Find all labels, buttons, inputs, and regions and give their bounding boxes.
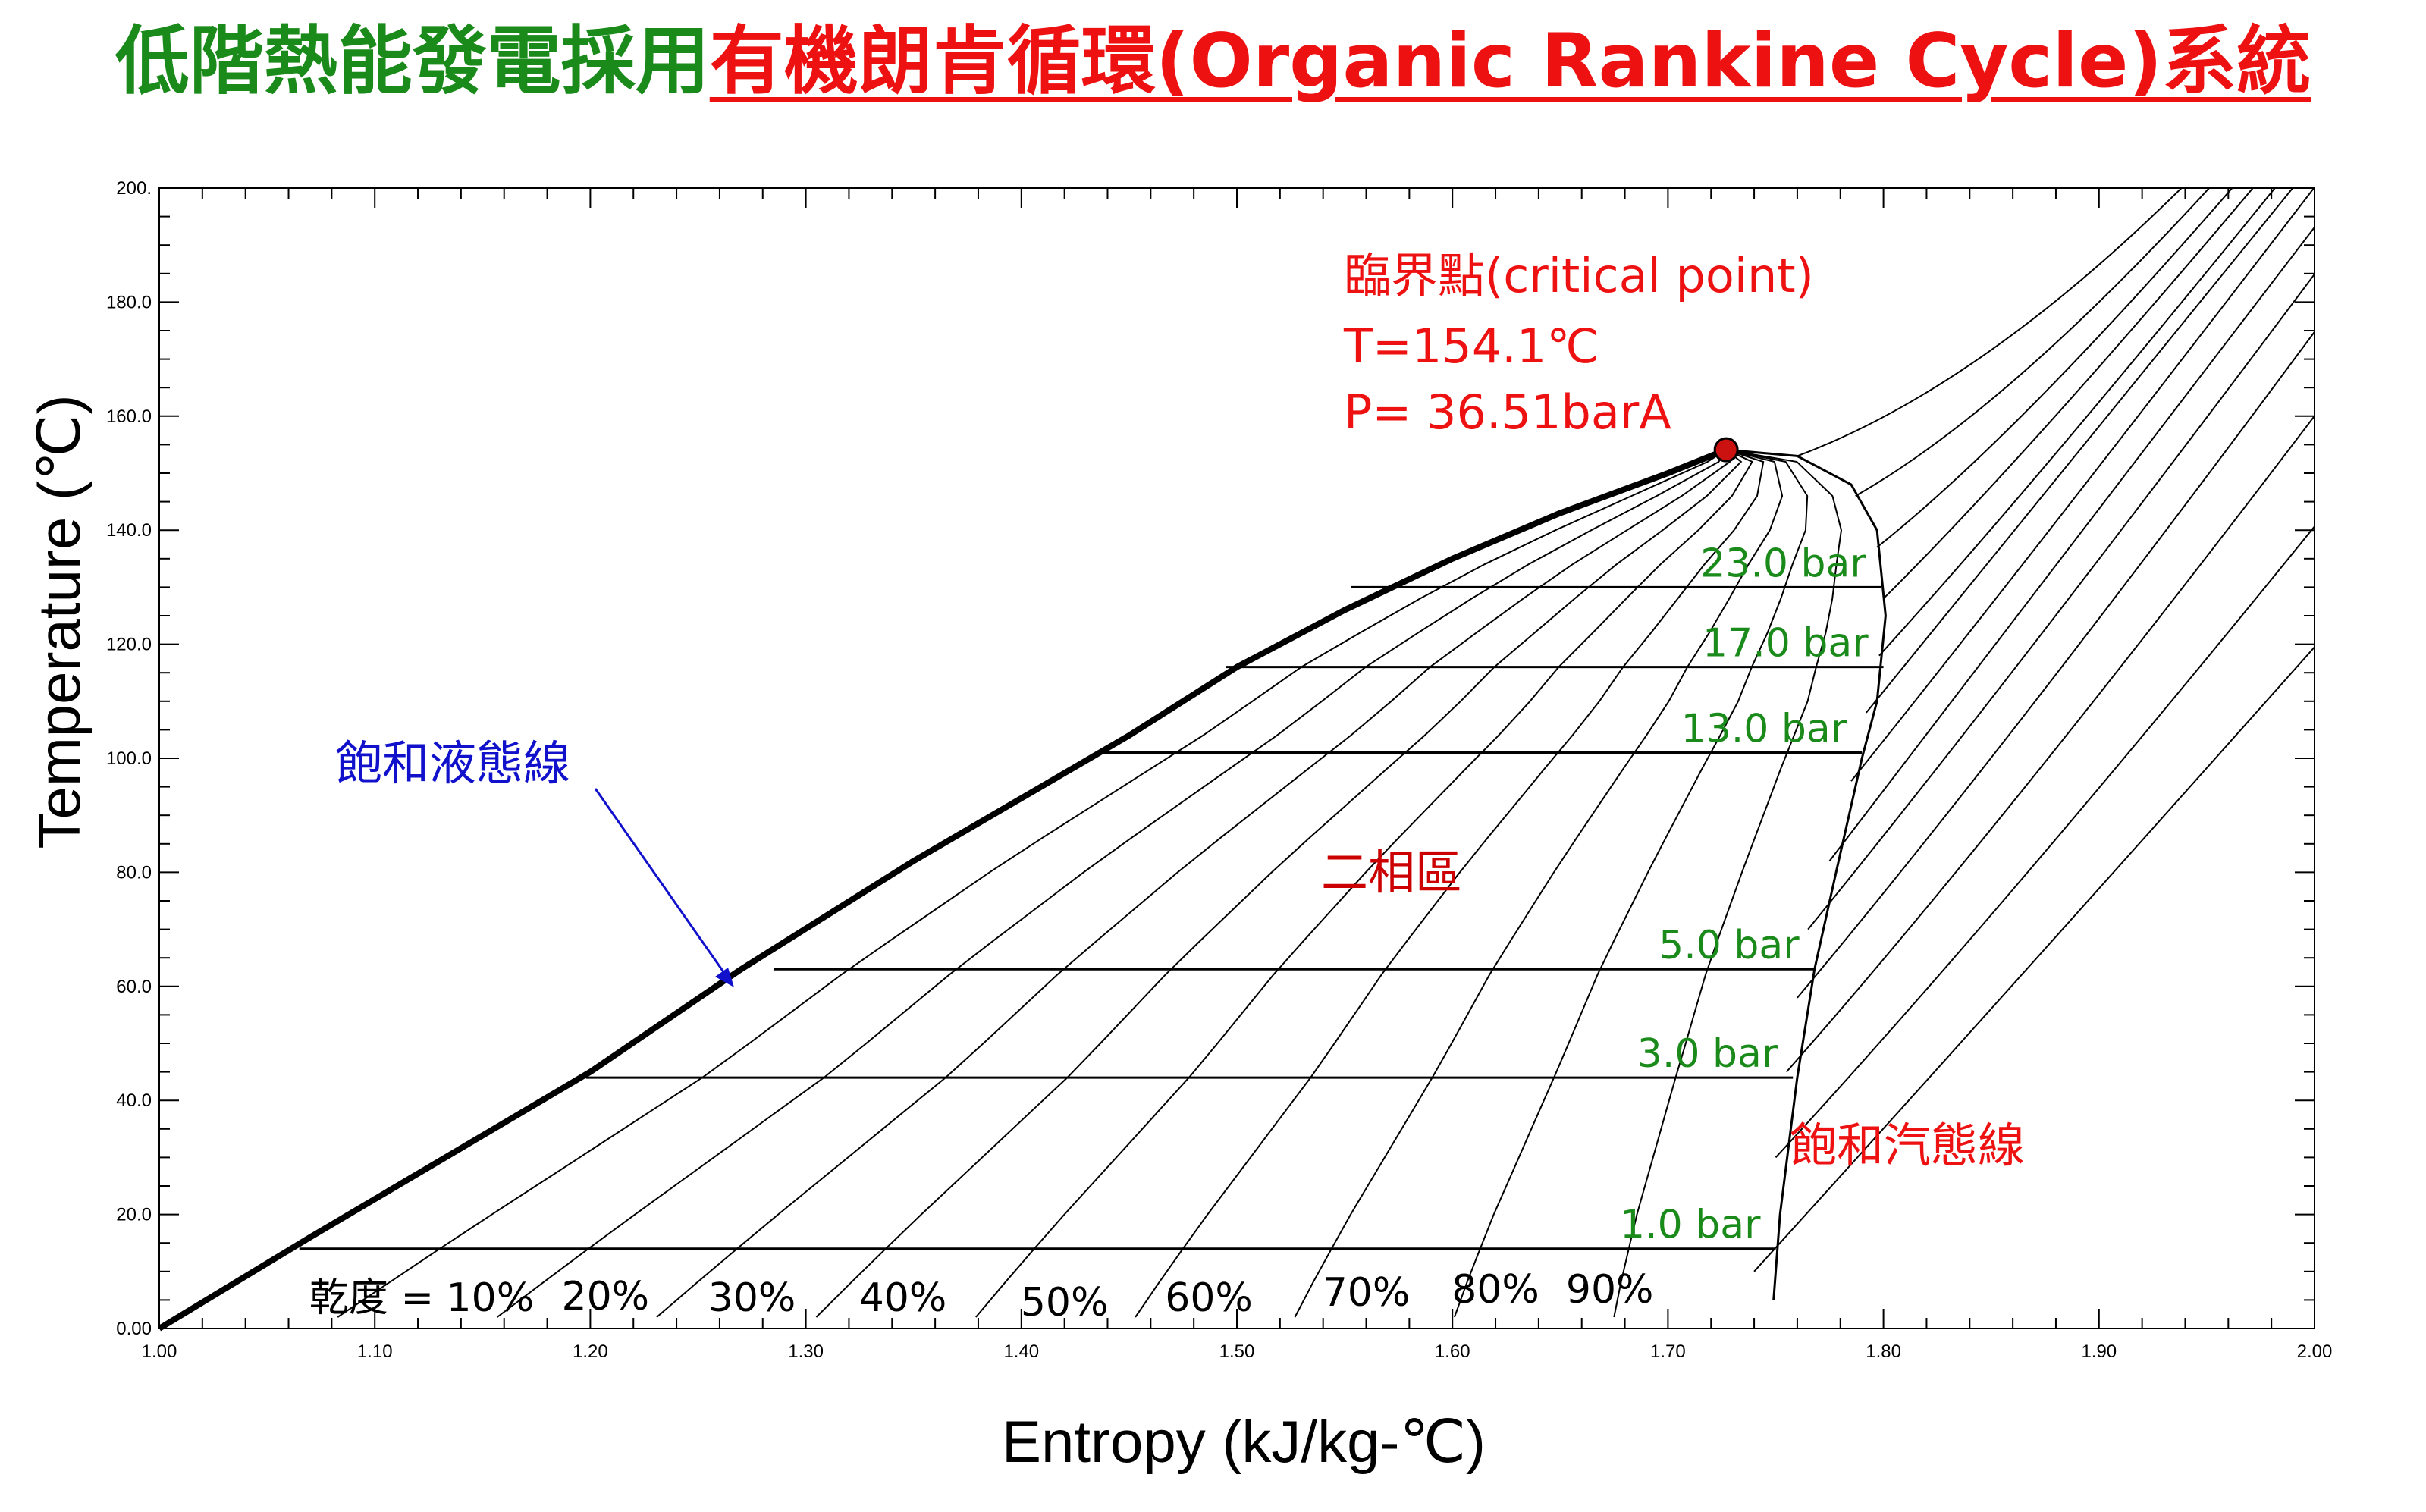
x-tick-label: 1.40 (1003, 1341, 1039, 1362)
x-tick-label: 1.30 (788, 1341, 824, 1362)
x-axis-title: Entropy (kJ/kg-℃) (1002, 1408, 1486, 1475)
saturated-liquid-arrowhead (715, 968, 734, 987)
superheat-isobar (1850, 188, 2315, 782)
quality-line (815, 449, 1743, 1318)
isobar-label: 17.0 bar (1703, 621, 1869, 667)
x-tick-label: 1.80 (1866, 1341, 1901, 1362)
y-tick-label: 160.0 (106, 406, 152, 427)
superheat-isobar (1878, 188, 2277, 657)
quality-line (337, 449, 1727, 1318)
superheat-isobar (1866, 188, 2294, 714)
isobar-label: 5.0 bar (1659, 923, 1800, 968)
quality-label: 20% (562, 1274, 650, 1319)
page-title: 低階熱能發電採用有機朗肯循環(Organic Rankine Cycle)系統 (0, 18, 2426, 105)
critical-point-label: 臨界點(critical point) (1344, 248, 1814, 303)
superheat-isobar (1828, 226, 2315, 861)
quality-label: 60% (1165, 1275, 1253, 1321)
x-tick-label: 1.00 (142, 1341, 177, 1362)
y-tick-label: 80.0 (116, 862, 152, 883)
saturated-vapor-line-label: 飽和汽態線 (1790, 1118, 2025, 1173)
x-tick-label: 1.50 (1219, 1341, 1255, 1362)
superheat-isobar (1753, 645, 2315, 1272)
quality-label: 80% (1452, 1267, 1539, 1313)
y-tick-label: 180.0 (106, 292, 152, 312)
quality-line (496, 449, 1727, 1318)
critical-temperature-label: T=154.1℃ (1343, 318, 1599, 374)
title-red-part: 有機朗肯循環(Organic Rankine Cycle)系統 (709, 18, 2311, 105)
x-tick-label: 1.20 (573, 1341, 608, 1362)
saturated-liquid-arrow (594, 788, 733, 983)
critical-pressure-label: P= 36.51barA (1344, 384, 1671, 440)
quality-label: 40% (859, 1275, 947, 1321)
saturated-liquid-line (157, 447, 1728, 1332)
x-tick-label: 1.90 (2081, 1341, 2117, 1362)
superheat-isobar (1775, 525, 2315, 1159)
y-axis-title: Temperature (℃) (26, 394, 93, 849)
quality-label: 90% (1566, 1267, 1654, 1313)
y-tick-label: 100.0 (106, 748, 152, 769)
y-tick-label: 140.0 (106, 520, 152, 541)
critical-point-marker (1713, 437, 1739, 463)
y-tick-label: 60.0 (116, 977, 152, 997)
superheat-isobar (1882, 188, 2255, 600)
x-tick-label: 1.10 (357, 1341, 393, 1362)
superheat-isobars (1753, 188, 2315, 1272)
superheat-isobar (1855, 188, 2211, 497)
two-phase-region-label: 二相區 (1321, 845, 1462, 900)
quality-label: 乾度 = 10% (309, 1275, 534, 1321)
y-tick-label: 120.0 (106, 635, 152, 655)
quality-line (1294, 449, 1784, 1318)
x-tick-label: 1.60 (1435, 1341, 1470, 1362)
isobar-label: 3.0 bar (1637, 1031, 1778, 1077)
superheat-isobar (1876, 188, 2233, 548)
y-tick-label: 20.0 (116, 1205, 152, 1225)
x-tick-label: 2.00 (2297, 1341, 2333, 1362)
quality-line (975, 449, 1753, 1318)
isobar-label: 1.0 bar (1620, 1203, 1761, 1248)
quality-label: 50% (1021, 1280, 1109, 1325)
quality-line (1135, 449, 1765, 1318)
title-green-part: 低階熱能發電採用 (115, 18, 710, 105)
quality-label: 70% (1323, 1270, 1411, 1316)
quality-label: 30% (708, 1275, 796, 1321)
quality-line (1613, 449, 1843, 1318)
superheat-isobar (1785, 414, 2315, 1073)
superheat-isobar (1797, 188, 2183, 457)
quality-line (1453, 449, 1809, 1318)
quality-line (656, 449, 1731, 1318)
isobar-label: 13.0 bar (1681, 706, 1847, 751)
superheat-isobar (1797, 331, 2315, 999)
isobar-label: 23.0 bar (1700, 541, 1866, 586)
y-tick-label: 0.00 (116, 1319, 152, 1339)
superheat-isobar (1807, 272, 2315, 930)
saturated-liquid-line-label: 飽和液態線 (335, 736, 570, 791)
y-tick-label: 200. (116, 178, 152, 199)
x-tick-label: 1.70 (1650, 1341, 1686, 1362)
saturated-vapor-line (1725, 448, 1887, 1300)
y-tick-label: 40.0 (116, 1090, 152, 1111)
